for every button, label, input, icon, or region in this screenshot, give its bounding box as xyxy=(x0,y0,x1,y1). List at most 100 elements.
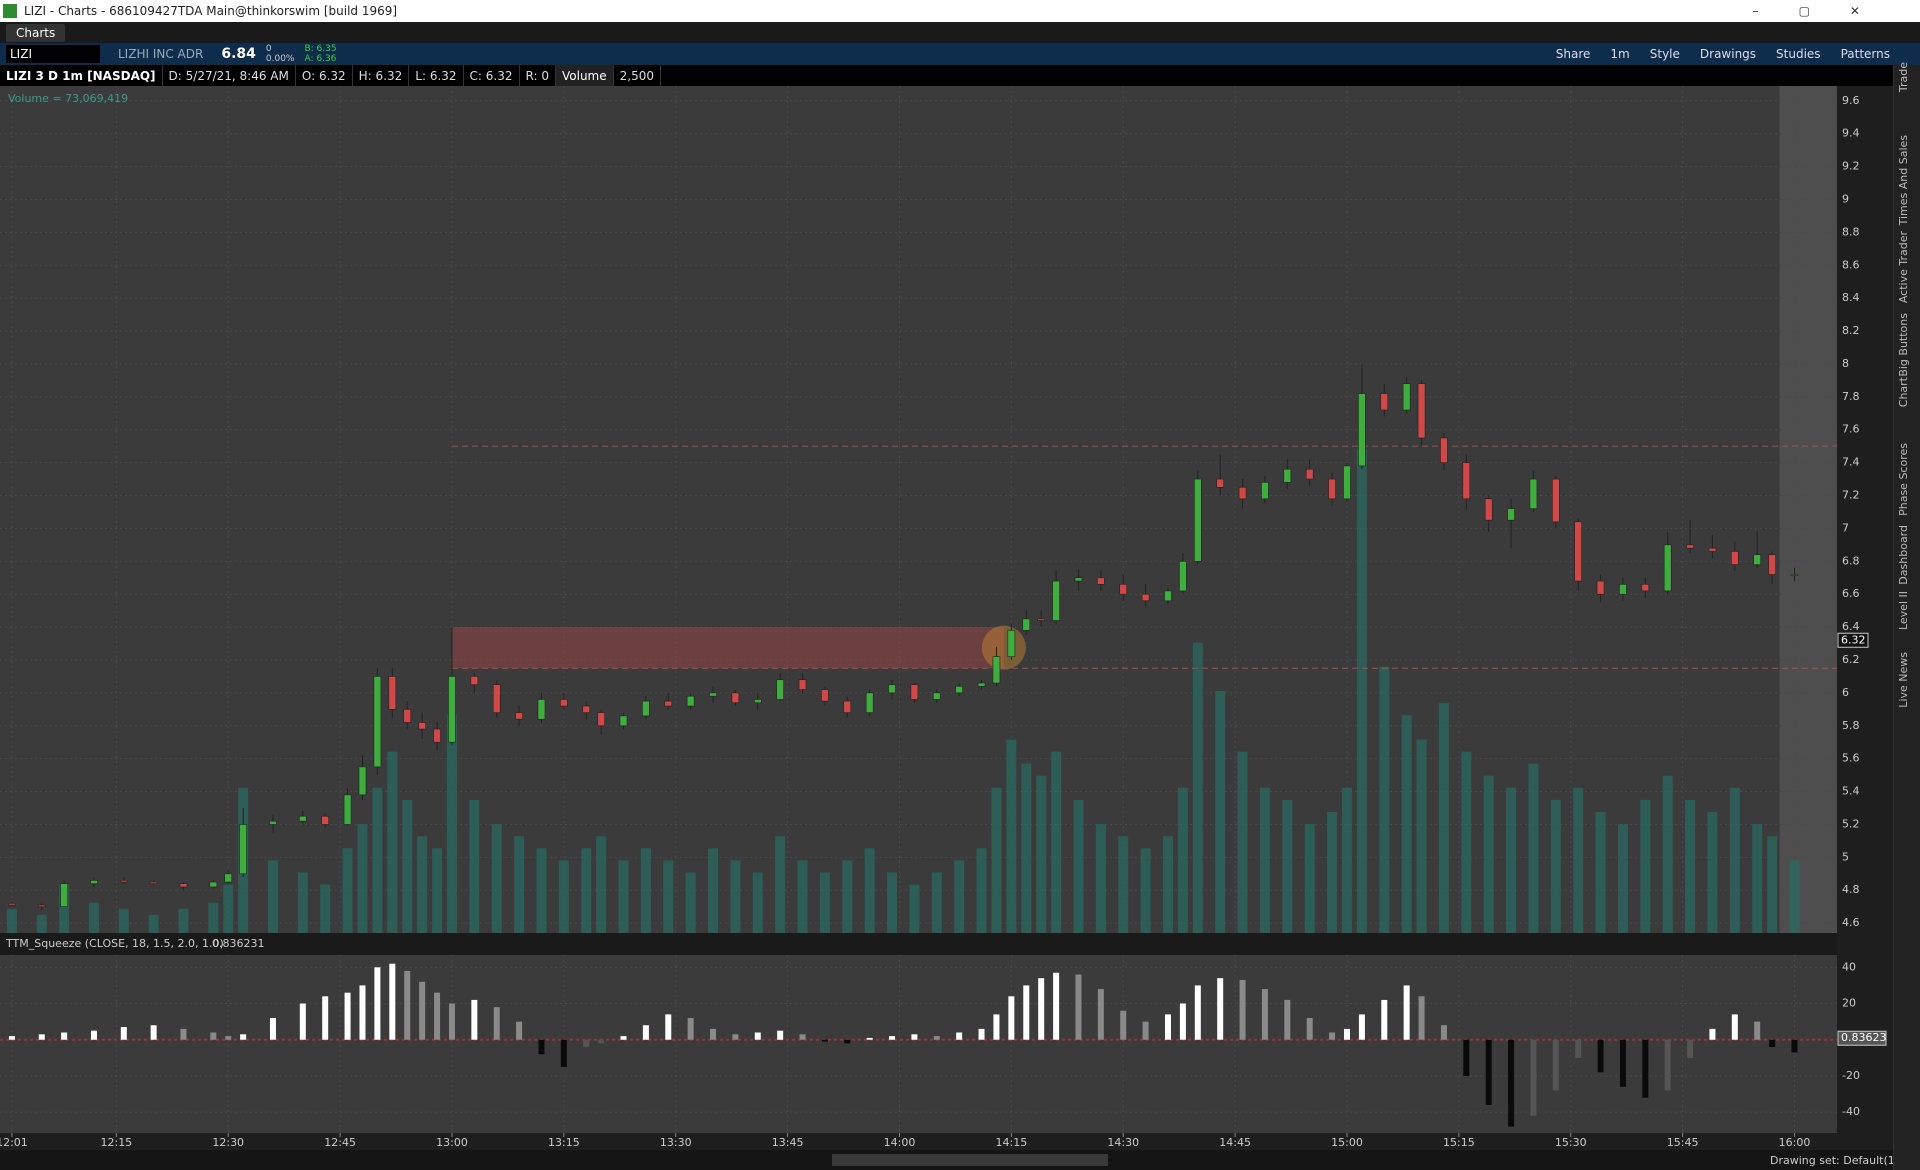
price-tag xyxy=(1837,632,1869,648)
histogram-bar xyxy=(150,1025,157,1040)
y-tick-label: -40 xyxy=(1842,1105,1860,1118)
candle-body xyxy=(1164,590,1172,602)
candle-body xyxy=(1052,580,1060,621)
candle-body xyxy=(932,692,941,700)
candle-body xyxy=(37,904,46,907)
toolbar-button[interactable]: 1m xyxy=(1610,47,1630,61)
histogram-bar xyxy=(8,1036,15,1040)
histogram-bar xyxy=(933,1036,940,1040)
volume-bar xyxy=(1595,812,1606,933)
time-axis xyxy=(0,1133,1837,1150)
toolbar-button[interactable]: Studies xyxy=(1776,47,1821,61)
histogram-bar xyxy=(225,1036,232,1040)
candle-body xyxy=(8,903,16,906)
histogram-bar xyxy=(1053,972,1060,1040)
candle-body xyxy=(1753,554,1761,565)
toolbar-button[interactable]: Style xyxy=(1649,47,1680,61)
histogram-bar xyxy=(240,1034,247,1040)
histogram-bar xyxy=(560,1039,567,1067)
volume-bar xyxy=(446,715,457,933)
histogram-bar xyxy=(1261,989,1268,1040)
side-tab[interactable]: Big Buttons xyxy=(1897,313,1910,377)
side-tab[interactable]: Trade xyxy=(1897,62,1910,93)
volume-bar xyxy=(357,824,368,933)
histogram-bar xyxy=(1403,985,1410,1040)
side-tab[interactable]: Live News xyxy=(1897,652,1910,708)
histogram-bar xyxy=(821,1039,828,1042)
volume-bar xyxy=(1617,824,1628,933)
window-controls[interactable]: –▢✕ xyxy=(1752,4,1900,18)
y-tick-label: 6.2 xyxy=(1842,653,1860,666)
toolbar-button[interactable]: Patterns xyxy=(1840,47,1890,61)
tab[interactable]: Charts xyxy=(6,23,66,42)
candle-body xyxy=(1790,574,1799,576)
volume-bar xyxy=(1237,751,1248,933)
net-change: 0 xyxy=(265,44,272,54)
candle-body xyxy=(1529,478,1538,509)
volume-bar xyxy=(1282,799,1293,933)
volume-bar xyxy=(536,848,547,933)
volume-bar xyxy=(775,836,786,933)
candle-body xyxy=(321,815,329,825)
volume-bar xyxy=(864,848,875,933)
volume-bar xyxy=(1662,775,1673,933)
side-tab[interactable]: Active Trader xyxy=(1897,231,1910,304)
volume-bar xyxy=(1416,739,1427,933)
candle-body xyxy=(619,715,628,727)
side-tab[interactable]: Times And Sales xyxy=(1897,135,1910,226)
side-tab[interactable]: Chart xyxy=(1897,377,1910,408)
volume-bar xyxy=(558,860,569,933)
candle-body xyxy=(1328,478,1336,500)
side-tab[interactable]: Dashboard xyxy=(1897,525,1910,585)
volume-bar xyxy=(954,860,965,933)
histogram-bar xyxy=(1164,1014,1171,1040)
y-tick-label: 5 xyxy=(1842,850,1849,863)
candle-body xyxy=(418,722,426,730)
volume-bar xyxy=(1752,824,1763,933)
volume-bar xyxy=(976,848,987,933)
side-tab[interactable]: Phase Scores xyxy=(1897,443,1910,516)
x-tick-label: 15:00 xyxy=(1331,1136,1363,1149)
candle-body xyxy=(1305,468,1314,480)
histogram-bar xyxy=(866,1037,873,1040)
candle-body xyxy=(269,820,277,825)
candle-body xyxy=(515,712,523,720)
volume-bar xyxy=(59,884,70,933)
y-tick-label: 7.4 xyxy=(1842,456,1860,469)
candle-body xyxy=(90,880,98,884)
histogram-bar xyxy=(1754,1021,1761,1040)
x-tick-label: 13:15 xyxy=(548,1136,580,1149)
study-header xyxy=(0,933,1837,955)
candle-body xyxy=(388,676,397,710)
y-tick-label: 5.4 xyxy=(1842,785,1860,798)
candle-body xyxy=(1119,584,1128,595)
histogram-bar xyxy=(516,1021,523,1040)
side-tab[interactable]: Level II xyxy=(1897,591,1910,631)
candle-body xyxy=(1731,551,1739,565)
candle-body xyxy=(358,766,367,796)
candle-body xyxy=(776,679,784,700)
volume-bar xyxy=(1327,812,1338,933)
histogram-bar xyxy=(1597,1039,1604,1073)
volume-bar xyxy=(1177,787,1188,933)
pct-change: 0.00% xyxy=(265,54,295,64)
tab-row: Charts xyxy=(0,22,1920,43)
scrollbar[interactable] xyxy=(832,1154,1108,1166)
toolbar-button[interactable]: Drawings xyxy=(1699,47,1757,61)
y-tick-label: 6.4 xyxy=(1842,620,1860,633)
y-tick-label: -20 xyxy=(1842,1069,1860,1082)
symbol-input[interactable]: LIZI xyxy=(6,45,100,63)
histogram-bar xyxy=(844,1039,851,1044)
histogram-bar xyxy=(38,1034,45,1040)
bar-close: C: 6.32 xyxy=(464,65,520,86)
volume-bar xyxy=(1192,642,1203,933)
x-tick-label: 12:01 xyxy=(0,1136,28,1149)
histogram-bar xyxy=(1075,974,1082,1040)
x-tick-label: 15:30 xyxy=(1555,1136,1587,1149)
candle-body xyxy=(1462,462,1471,500)
study-value: 0.836231 xyxy=(212,937,265,950)
candle-body xyxy=(149,881,158,884)
candle-body xyxy=(977,682,986,687)
histogram-bar xyxy=(1552,1039,1559,1091)
toolbar-button[interactable]: Share xyxy=(1555,47,1591,61)
